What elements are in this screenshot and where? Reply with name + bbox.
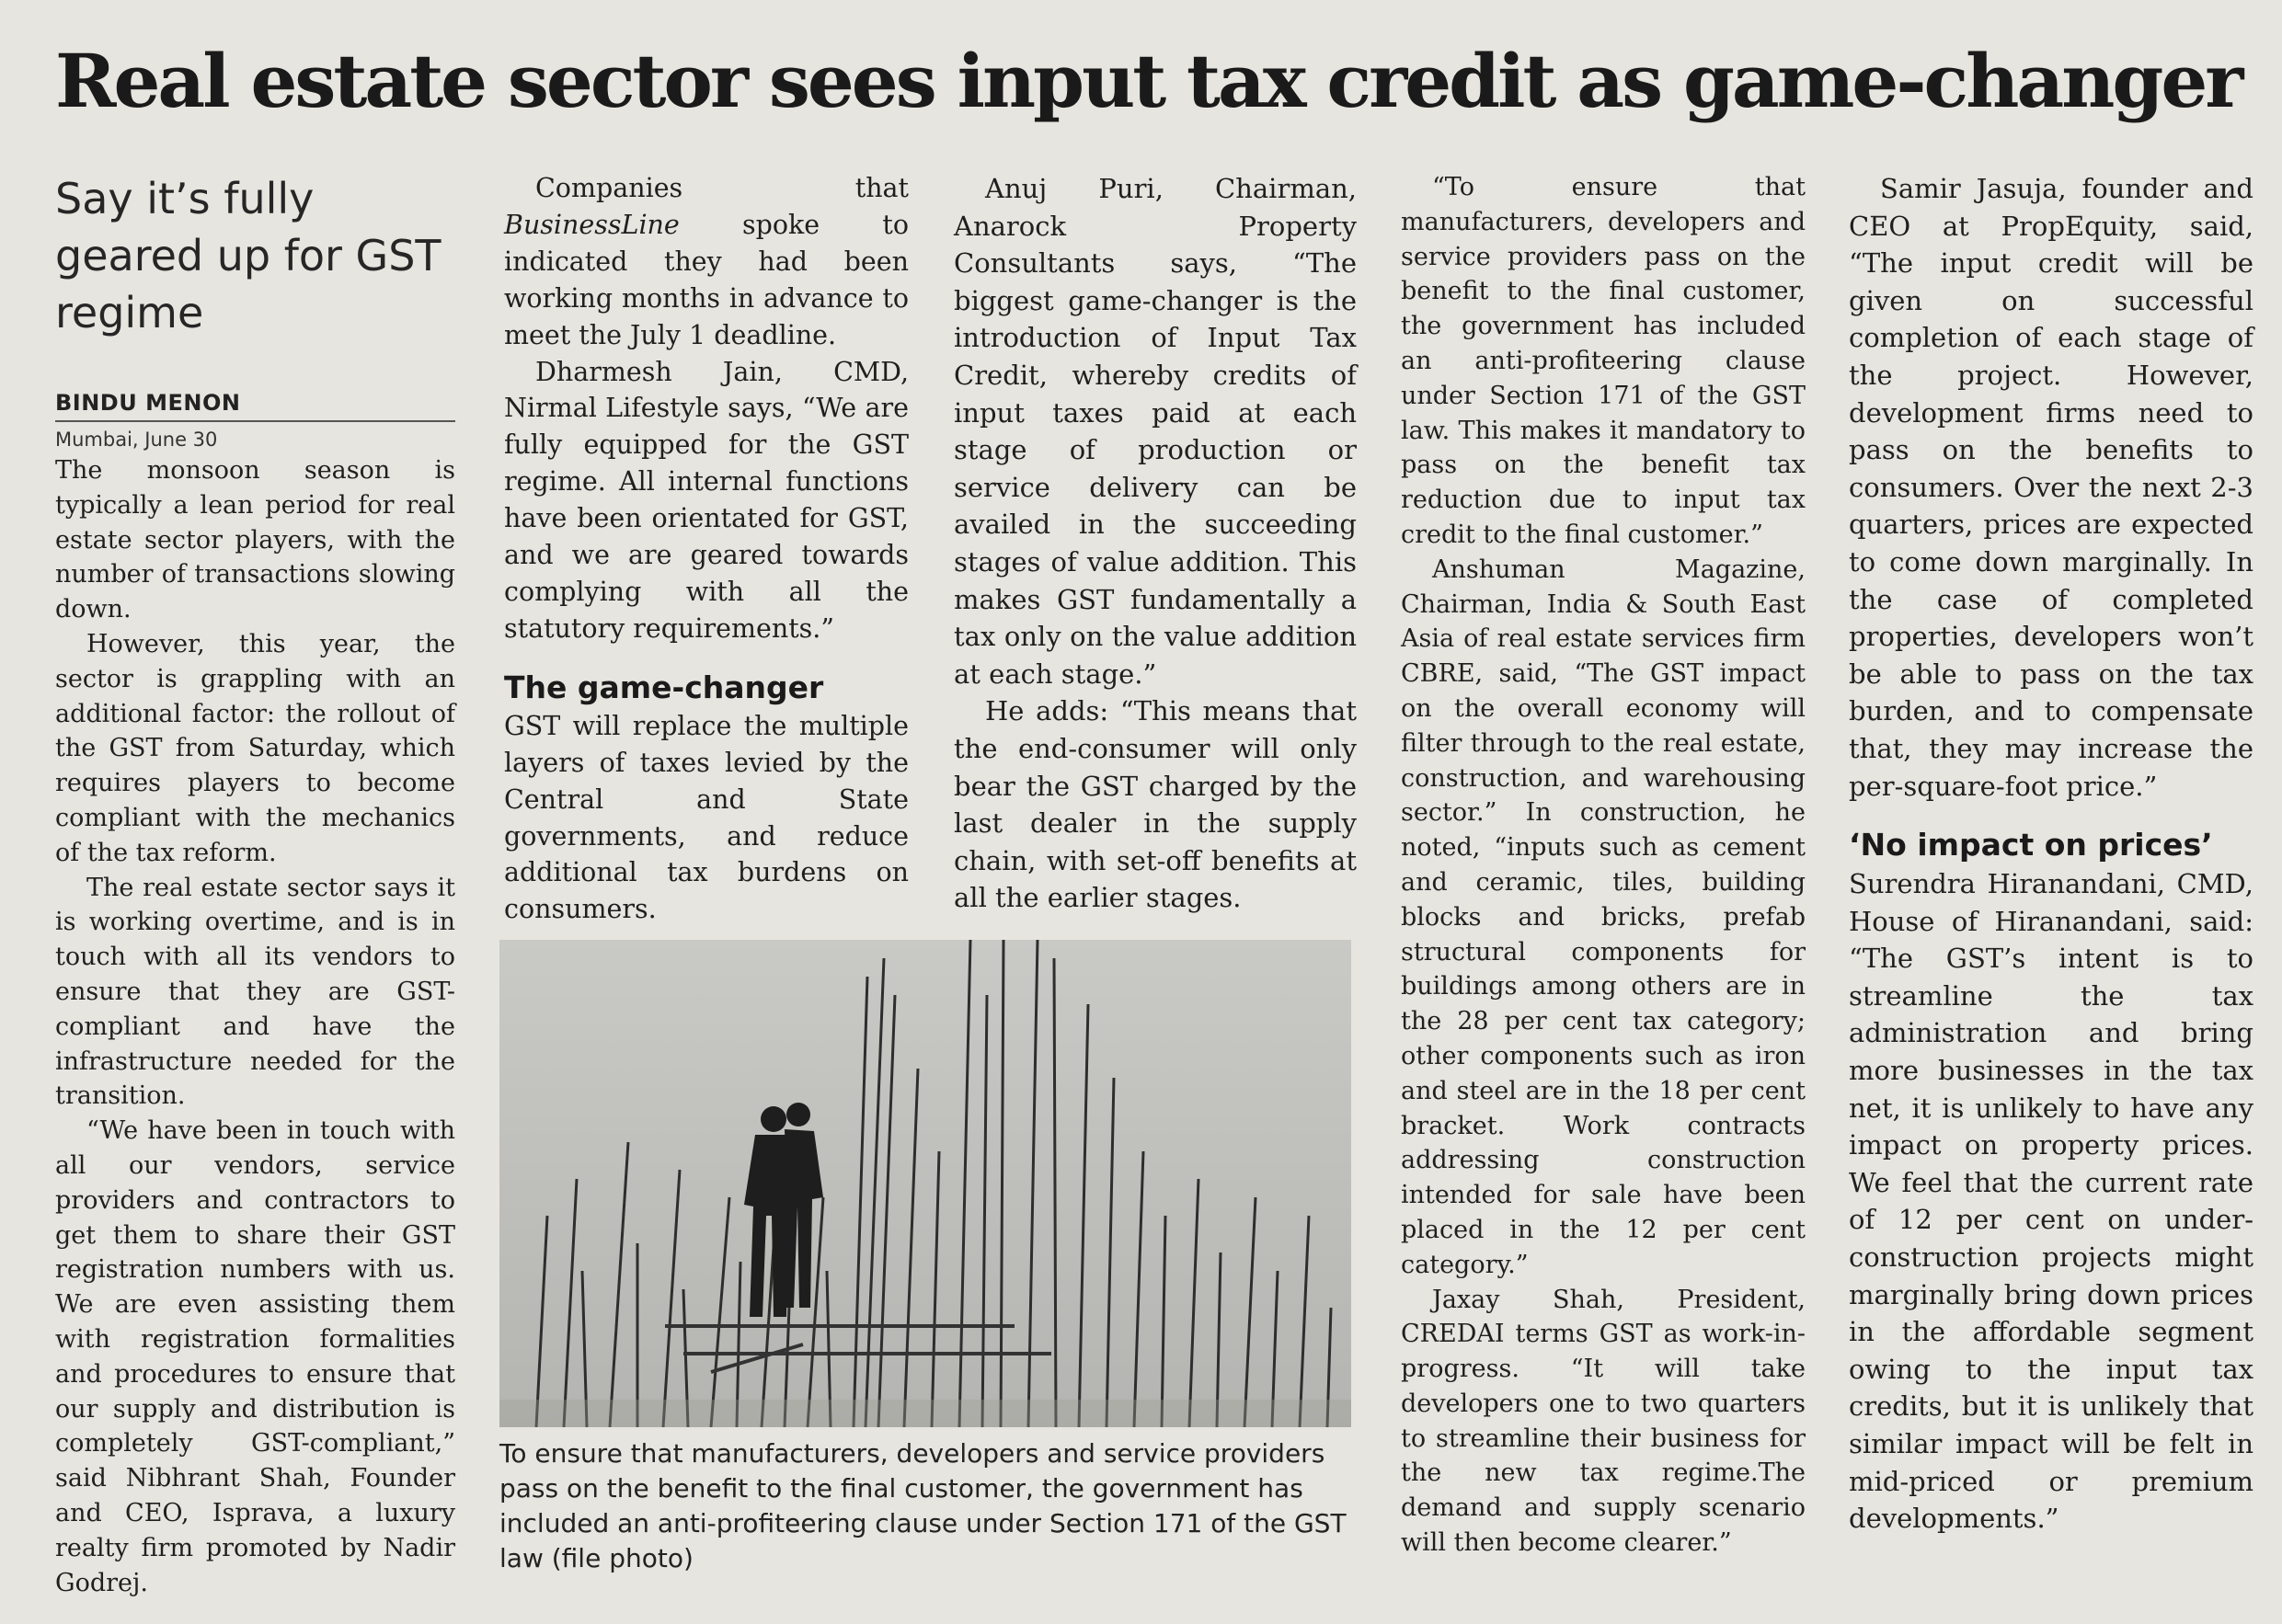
paragraph: Samir Jasuja, founder and CEO at PropEqu… <box>1849 173 2253 802</box>
photo-caption: To ensure that manufacturers, developers… <box>499 1438 1347 1573</box>
paragraph-text: spoke to indicated they had been working… <box>504 209 909 350</box>
dateline: Mumbai, June 30 <box>55 429 218 451</box>
article-column-5: Samir Jasuja, founder and CEO at PropEqu… <box>1849 170 2253 1538</box>
paragraph: Anshuman Magazine, Chairman, India & Sou… <box>1401 555 1806 1279</box>
article-column-2: Companies that BusinessLine spoke to ind… <box>504 170 909 928</box>
paragraph: “To ensure that manufacturers, developer… <box>1401 173 1806 549</box>
paragraph: Dharmesh Jain, CMD, Nirmal Lifestyle say… <box>504 356 909 644</box>
paragraph: However, this year, the sector is grappl… <box>55 629 455 867</box>
paragraph: Surendra Hiranandani, CMD, House of Hira… <box>1849 868 2253 1535</box>
paragraph: Jaxay Shah, President, CREDAI terms GST … <box>1401 1285 1806 1558</box>
article-column-1: Say it’s fully geared up for GST regime … <box>55 170 455 1600</box>
subhead-no-impact: ‘No impact on prices’ <box>1849 827 2213 863</box>
article-column-4: “To ensure that manufacturers, developer… <box>1401 170 1806 1561</box>
construction-photo <box>499 940 1351 1427</box>
paragraph: He adds: “This means that the end-consum… <box>954 695 1357 914</box>
byline-block: BINDU MENON <box>55 387 455 422</box>
paragraph: The monsoon season is typically a lean p… <box>55 456 455 624</box>
deck: Say it’s fully geared up for GST regime <box>55 174 441 337</box>
paragraph: “We have been in touch with all our vend… <box>55 1116 455 1597</box>
paragraph: Anuj Puri, Chairman, Anarock Property Co… <box>954 173 1357 690</box>
paragraph: GST will replace the multiple layers of … <box>504 710 909 925</box>
paragraph: Companies that BusinessLine spoke to ind… <box>504 170 909 354</box>
paragraph-text: Companies that <box>535 173 909 203</box>
byline: BINDU MENON <box>55 390 241 416</box>
publication-name: BusinessLine <box>504 209 680 240</box>
construction-workers-image <box>499 940 1351 1427</box>
article-column-3: Anuj Puri, Chairman, Anarock Property Co… <box>954 170 1357 917</box>
subhead-game-changer: The game-changer <box>504 669 824 705</box>
paragraph: The real estate sector says it is workin… <box>55 873 455 1111</box>
headline: Real estate sector sees input tax credit… <box>55 38 2243 124</box>
